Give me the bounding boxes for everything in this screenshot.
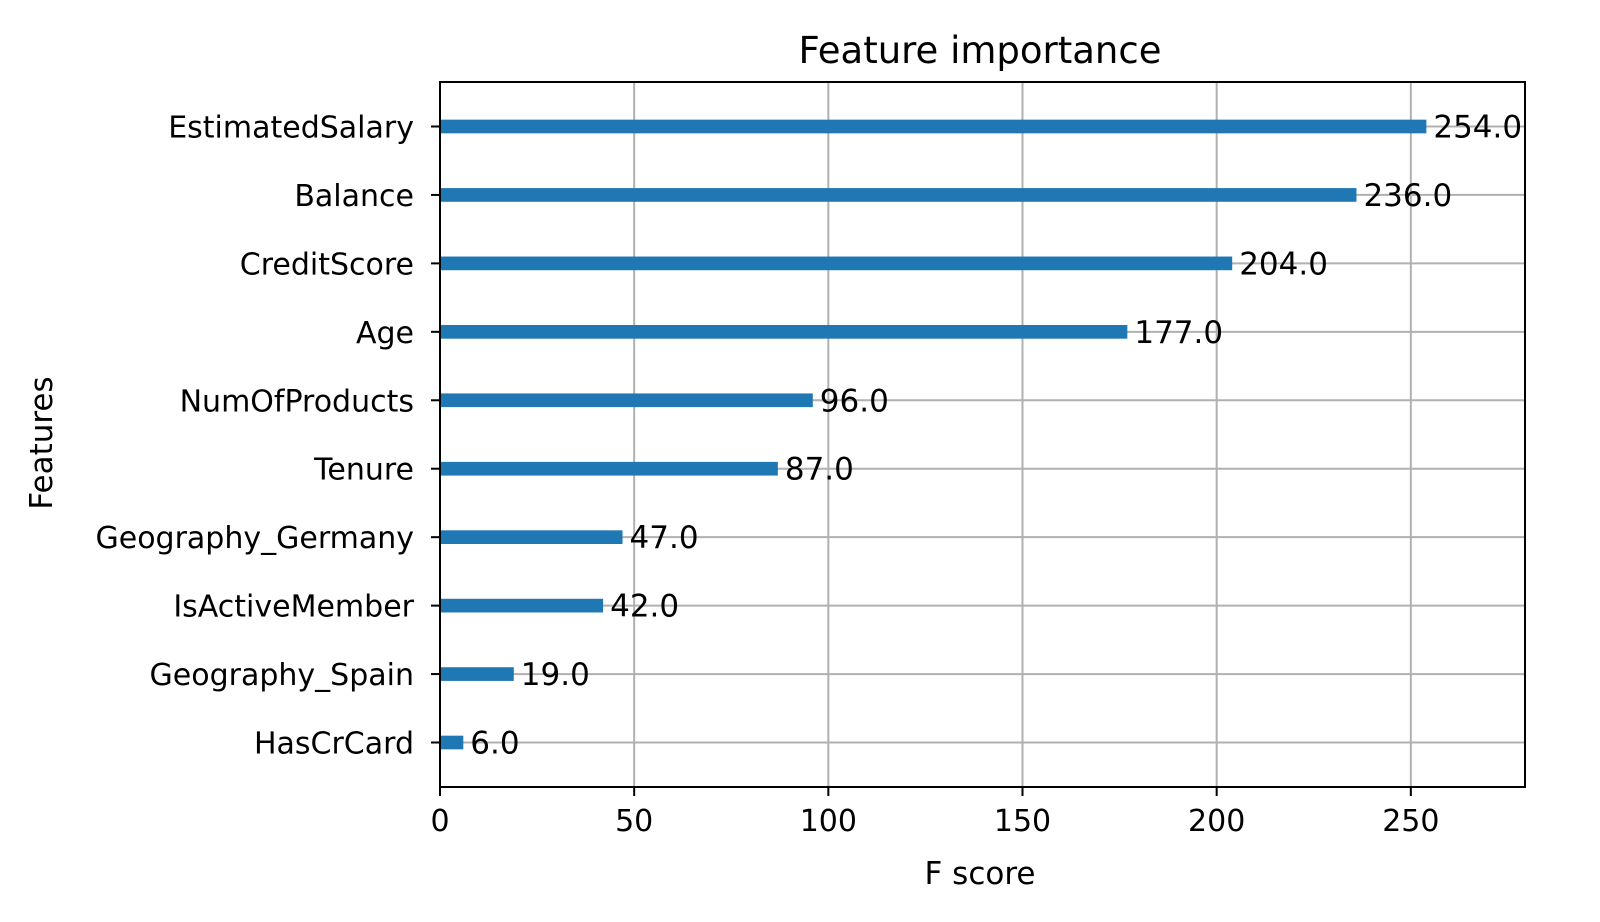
bar xyxy=(440,598,604,613)
plot-frame xyxy=(439,81,1526,788)
y-tick-label: Tenure xyxy=(313,453,414,488)
y-tick-label: Age xyxy=(356,316,414,351)
data-label: 87.0 xyxy=(785,452,854,488)
bar xyxy=(440,324,1128,339)
y-tick-label: HasCrCard xyxy=(254,727,414,762)
x-tick-label: 50 xyxy=(615,804,653,839)
y-tick-label: CreditScore xyxy=(240,247,414,282)
x-tick-label: 150 xyxy=(994,804,1051,839)
chart-title: Feature importance xyxy=(799,29,1162,72)
bar xyxy=(440,119,1427,134)
y-tick-label: EstimatedSalary xyxy=(168,110,414,145)
bar xyxy=(440,461,778,476)
x-tick-label: 250 xyxy=(1382,804,1439,839)
data-labels: 6.019.0 42.0 47.0 87.0 96.0 177.0 204.0 236.0 25… xyxy=(470,109,1522,761)
data-label: 19.0 xyxy=(521,657,590,693)
data-label: 6.0 xyxy=(470,726,519,762)
y-axis-label: Features xyxy=(24,376,60,509)
y-tick-label: Geography_Germany xyxy=(95,521,414,556)
bar xyxy=(440,667,514,681)
y-tick-label: Geography_Spain xyxy=(150,658,414,693)
bar xyxy=(440,256,1233,271)
data-label: 42.0 xyxy=(610,589,679,625)
data-label: 177.0 xyxy=(1134,315,1223,351)
bars xyxy=(440,119,1427,750)
bar xyxy=(440,735,464,750)
data-label: 96.0 xyxy=(820,383,889,419)
data-label: 254.0 xyxy=(1433,109,1522,145)
data-label: 236.0 xyxy=(1363,178,1452,214)
y-tick-label: NumOfProducts xyxy=(180,384,414,419)
data-label: 204.0 xyxy=(1239,246,1328,282)
x-tick-label: 200 xyxy=(1188,804,1245,839)
x-tick-label: 100 xyxy=(800,804,857,839)
x-tick-label: 0 xyxy=(430,804,449,839)
bar xyxy=(440,393,813,408)
bar xyxy=(440,530,623,545)
y-axis-ticks: HasCrCard Geography_Spain IsActiveMember Ge… xyxy=(95,110,440,762)
x-axis-ticks: 0 50 100 150 200 250 xyxy=(430,787,1439,839)
y-tick-label: Balance xyxy=(294,179,414,214)
x-axis-label: F score xyxy=(925,856,1036,892)
bar xyxy=(440,188,1357,202)
y-tick-label: IsActiveMember xyxy=(173,590,414,625)
data-label: 47.0 xyxy=(630,520,699,556)
grid-lines xyxy=(439,82,1525,787)
